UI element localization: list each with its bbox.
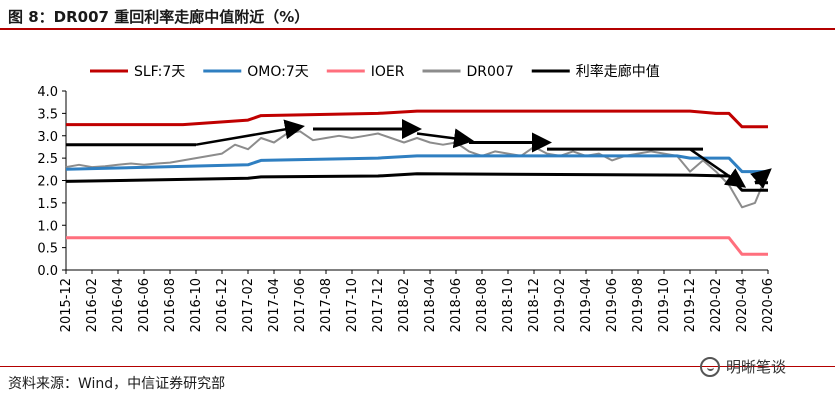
series-line (66, 109, 768, 129)
x-tick-label: 2019-04 (579, 278, 594, 332)
y-tick-label: 4.0 (37, 85, 58, 100)
x-tick-label: 2016-12 (215, 278, 230, 332)
x-tick-label: 2018-08 (475, 278, 490, 332)
series-line (66, 236, 768, 256)
chart-legend: SLF:7天 OMO:7天 IOER DR007 利率走廊中值 (90, 63, 660, 80)
x-tick-label: 2017-06 (293, 278, 308, 332)
x-tick-label: 2018-06 (449, 278, 464, 332)
legend-label: DR007 (467, 64, 514, 80)
legend-label: OMO:7天 (247, 64, 309, 80)
x-tick-label: 2019-02 (553, 278, 568, 332)
x-tick-label: 2019-12 (683, 278, 698, 332)
y-tick-label: 0.0 (37, 264, 58, 279)
x-tick-label: 2018-12 (527, 278, 542, 332)
x-tick-label: 2017-10 (345, 278, 360, 332)
trend-arrow (416, 128, 474, 149)
x-tick-label: 2016-10 (189, 278, 204, 332)
legend-label: 利率走廊中值 (576, 63, 660, 80)
trend-arrow (689, 148, 747, 188)
trend-arrow (195, 119, 305, 146)
x-tick-label: 2018-10 (501, 278, 516, 332)
x-tick-label: 2018-02 (397, 278, 412, 332)
x-tick-label: 2016-06 (137, 278, 152, 332)
x-tick-label: 2020-04 (735, 278, 750, 332)
y-tick-label: 3.5 (37, 107, 58, 122)
top-divider (0, 28, 835, 30)
x-tick-label: 2016-04 (111, 278, 126, 332)
x-tick-label: 2020-06 (761, 278, 776, 332)
y-tick-label: 3.0 (37, 130, 58, 145)
y-tick-label: 2.5 (37, 152, 58, 167)
source-note: 资料来源：Wind，中信证券研究部 (8, 376, 226, 392)
chart-title: 图 8：DR007 重回利率走廊中值附近（%） (8, 8, 310, 26)
x-tick-label: 2019-06 (605, 278, 620, 332)
wechat-icon (700, 356, 720, 377)
trend-arrow (750, 168, 772, 189)
watermark: 明晰笔谈 (700, 356, 786, 377)
watermark-text: 明晰笔谈 (726, 358, 787, 376)
x-tick-label: 2015-12 (59, 278, 74, 332)
x-tick-label: 2018-04 (423, 278, 438, 332)
series-line (65, 130, 769, 209)
bottom-divider (0, 366, 835, 367)
y-tick-label: 0.5 (37, 242, 58, 257)
legend-label: SLF:7天 (134, 64, 185, 80)
x-tick-label: 2017-08 (319, 278, 334, 332)
x-tick-label: 2016-08 (163, 278, 178, 332)
x-tick-label: 2016-02 (85, 278, 100, 332)
x-tick-label: 2017-02 (241, 278, 256, 332)
y-tick-label: 1.5 (37, 197, 58, 212)
x-tick-label: 2017-04 (267, 278, 282, 332)
y-tick-label: 1.0 (37, 219, 58, 234)
x-tick-label: 2019-10 (657, 278, 672, 332)
x-tick-label: 2019-08 (631, 278, 646, 332)
chart-annotations (66, 119, 772, 189)
chart-series (65, 109, 769, 256)
x-tick-label: 2017-12 (371, 278, 386, 332)
x-tick-label: 2020-02 (709, 278, 724, 332)
legend-label: IOER (371, 64, 405, 80)
series-line (65, 172, 768, 192)
series-line (65, 154, 768, 174)
y-tick-label: 2.0 (37, 175, 58, 190)
